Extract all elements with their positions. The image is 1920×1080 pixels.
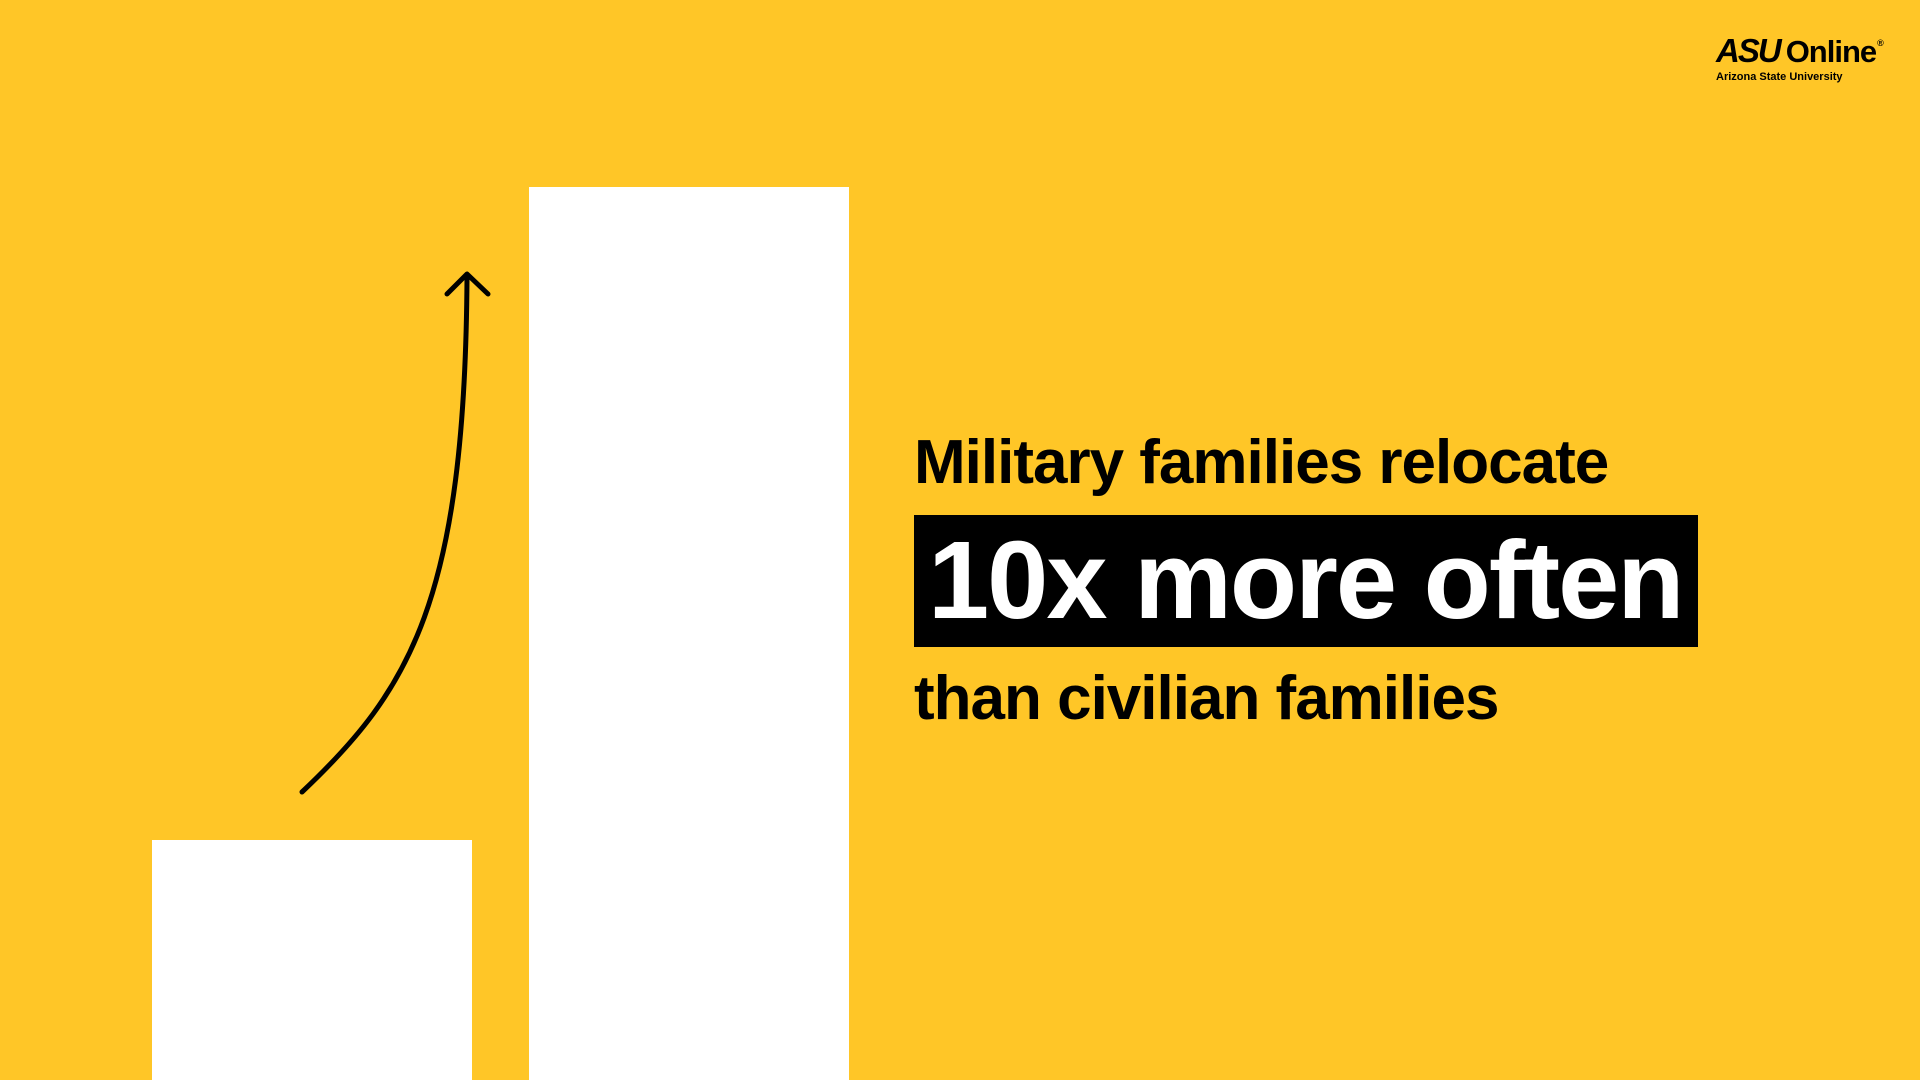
headline-line-1: Military families relocate bbox=[914, 428, 1609, 497]
logo-registered-mark: ® bbox=[1877, 38, 1884, 48]
headline-highlight: 10x more often bbox=[914, 515, 1699, 647]
civilian-bar bbox=[152, 840, 472, 1080]
logo-asu-text: ASU bbox=[1716, 32, 1782, 69]
logo-online-text: Online bbox=[1785, 34, 1877, 69]
headline-line-3: than civilian families bbox=[914, 664, 1499, 733]
arrow-head bbox=[444, 271, 491, 297]
logo-subtitle: Arizona State University bbox=[1716, 71, 1843, 83]
military-bar bbox=[529, 187, 849, 1080]
headline: Military families relocate 10x more ofte… bbox=[914, 425, 1699, 737]
logo-wordmark: ASU Online ® bbox=[1716, 32, 1896, 69]
asu-online-logo: ASU Online ® Arizona State University bbox=[1716, 34, 1896, 90]
arrow-curve bbox=[299, 275, 470, 795]
